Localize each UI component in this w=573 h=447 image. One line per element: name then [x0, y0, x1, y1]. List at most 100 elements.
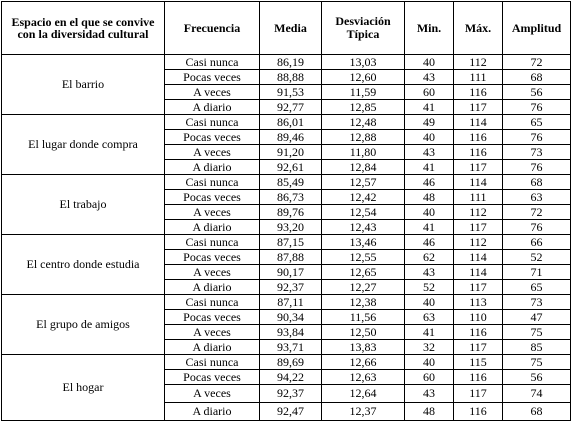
max-cell: 117 — [453, 384, 503, 403]
mean-cell: 90,34 — [259, 309, 322, 325]
mean-cell: 89,46 — [259, 129, 322, 145]
min-cell: 49 — [404, 114, 454, 130]
min-cell: 40 — [404, 294, 454, 310]
std-dev-cell: 13,83 — [321, 339, 405, 355]
std-dev-cell: 12,64 — [321, 384, 405, 403]
mean-cell: 93,84 — [259, 324, 322, 340]
frequency-cell: A diario — [164, 339, 260, 355]
min-cell: 63 — [404, 309, 454, 325]
min-cell: 52 — [404, 279, 454, 295]
std-dev-cell: 12,88 — [321, 129, 405, 145]
range-cell: 66 — [502, 234, 571, 250]
mean-cell: 93,20 — [259, 219, 322, 235]
frequency-cell: Casi nunca — [164, 114, 260, 130]
frequency-cell: Pocas veces — [164, 129, 260, 145]
min-cell: 60 — [404, 84, 454, 100]
range-cell: 76 — [502, 129, 571, 145]
std-dev-cell: 12,66 — [321, 354, 405, 370]
table-row: El grupo de amigos Casi nunca 87,11 12,38 40… — [1, 294, 571, 355]
frequency-cell: A veces — [164, 84, 260, 100]
min-cell: 46 — [404, 174, 454, 190]
std-dev-cell: 13,46 — [321, 234, 405, 250]
max-cell: 117 — [453, 99, 503, 115]
frequency-cell: A diario — [164, 159, 260, 175]
frequency-cell: A veces — [164, 384, 260, 403]
std-dev-cell: 12,48 — [321, 114, 405, 130]
frequency-cell: A veces — [164, 204, 260, 220]
frequency-cell: Pocas veces — [164, 69, 260, 85]
mean-cell: 86,19 — [259, 54, 322, 70]
min-cell: 40 — [404, 204, 454, 220]
table-row: A veces 89,76 12,54 40 112 72 — [2, 204, 571, 220]
max-cell: 114 — [453, 249, 503, 265]
frequency-cell: Casi nunca — [164, 294, 260, 310]
mean-cell: 89,76 — [259, 204, 322, 220]
header-frequency: Frecuencia — [164, 1, 260, 55]
range-cell: 75 — [502, 354, 571, 370]
std-dev-cell: 12,42 — [321, 189, 405, 205]
header-min: Min. — [404, 1, 454, 55]
header-space: Espacio en el que se convive con la dive… — [1, 1, 165, 55]
mean-cell: 92,47 — [259, 402, 322, 421]
frequency-cell: A diario — [164, 402, 260, 421]
max-cell: 117 — [453, 339, 503, 355]
table-row: A diario 92,77 12,85 41 117 76 — [2, 99, 571, 115]
header-row: Espacio en el que se convive con la dive… — [1, 1, 571, 55]
std-dev-cell: 12,60 — [321, 69, 405, 85]
table-row: A veces 92,37 12,64 43 117 74 — [2, 384, 571, 403]
min-cell: 43 — [404, 264, 454, 280]
max-cell: 115 — [453, 354, 503, 370]
table-row: Pocas veces 87,88 12,55 62 114 52 — [2, 249, 571, 265]
max-cell: 111 — [453, 189, 503, 205]
mean-cell: 87,15 — [259, 234, 322, 250]
mean-cell: 92,77 — [259, 99, 322, 115]
range-cell: 72 — [502, 204, 571, 220]
range-cell: 76 — [502, 219, 571, 235]
max-cell: 112 — [453, 204, 503, 220]
std-dev-cell: 13,03 — [321, 54, 405, 70]
table-row: A diario 92,47 12,37 48 116 68 — [2, 402, 571, 421]
min-cell: 43 — [404, 144, 454, 160]
mean-cell: 87,88 — [259, 249, 322, 265]
max-cell: 117 — [453, 159, 503, 175]
min-cell: 46 — [404, 234, 454, 250]
min-cell: 40 — [404, 354, 454, 370]
max-cell: 112 — [453, 234, 503, 250]
std-dev-cell: 12,63 — [321, 369, 405, 385]
max-cell: 116 — [453, 402, 503, 421]
min-cell: 48 — [404, 402, 454, 421]
min-cell: 43 — [404, 69, 454, 85]
table-row: El lugar donde compra Casi nunca 86,01 12,4… — [1, 114, 571, 175]
range-cell: 71 — [502, 264, 571, 280]
mean-cell: 89,69 — [259, 354, 322, 370]
std-dev-cell: 11,59 — [321, 84, 405, 100]
table-row: El barrio Casi nunca 86,19 13,03 40 112 72 — [1, 54, 571, 115]
mean-cell: 92,37 — [259, 279, 322, 295]
mean-cell: 86,01 — [259, 114, 322, 130]
range-cell: 56 — [502, 84, 571, 100]
range-cell: 65 — [502, 114, 571, 130]
mean-cell: 91,53 — [259, 84, 322, 100]
max-cell: 116 — [453, 144, 503, 160]
std-dev-cell: 12,57 — [321, 174, 405, 190]
range-cell: 73 — [502, 144, 571, 160]
max-cell: 110 — [453, 309, 503, 325]
mean-cell: 90,17 — [259, 264, 322, 280]
std-dev-cell: 12,50 — [321, 324, 405, 340]
table-row: Pocas veces 90,34 11,56 63 110 47 — [2, 309, 571, 325]
frequency-cell: Casi nunca — [164, 54, 260, 70]
range-cell: 52 — [502, 249, 571, 265]
max-cell: 113 — [453, 294, 503, 310]
std-dev-cell: 12,84 — [321, 159, 405, 175]
std-dev-cell: 12,85 — [321, 99, 405, 115]
min-cell: 41 — [404, 99, 454, 115]
frequency-cell: Casi nunca — [164, 354, 260, 370]
table-row: El trabajo Casi nunca 85,49 12,57 46 114 68 — [1, 174, 571, 235]
frequency-cell: A veces — [164, 324, 260, 340]
table-row: El hogar Casi nunca 89,69 12,66 40 115 75 — [1, 354, 571, 421]
group-label: El trabajo — [1, 174, 165, 235]
header-std-dev: Desviación Típica — [321, 1, 405, 55]
mean-cell: 92,61 — [259, 159, 322, 175]
max-cell: 116 — [453, 369, 503, 385]
range-cell: 75 — [502, 324, 571, 340]
